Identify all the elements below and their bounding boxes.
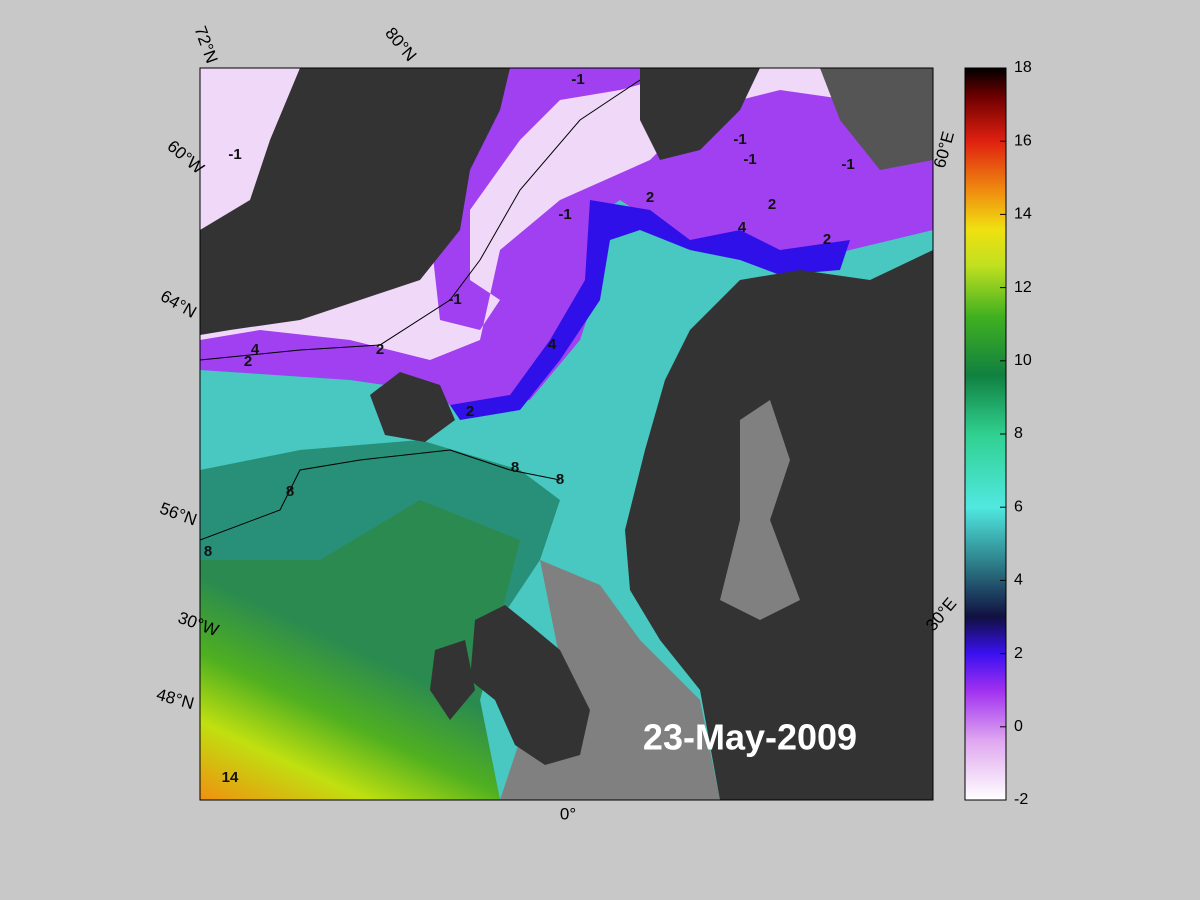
contour-line xyxy=(200,79,641,361)
land xyxy=(200,68,510,335)
contour-label: 4 xyxy=(738,219,747,236)
graticule-label: 80°N xyxy=(381,24,420,65)
land xyxy=(640,68,760,160)
contour-label: -1 xyxy=(448,291,461,308)
graticule-label: 64°N xyxy=(157,286,199,321)
colorbar-tick-label: 8 xyxy=(1014,425,1023,442)
graticule-label: 60°E xyxy=(930,129,958,170)
contour-label: 8 xyxy=(556,471,564,488)
contour-label: -1 xyxy=(571,71,584,88)
map xyxy=(200,68,933,800)
contour-label: -1 xyxy=(733,131,746,148)
colorbar-tick-label: 4 xyxy=(1014,572,1023,589)
map-frame xyxy=(199,67,934,801)
graticule-label: 0° xyxy=(560,804,576,823)
contour-label: 8 xyxy=(204,543,212,560)
contour-label: 8 xyxy=(286,483,294,500)
land xyxy=(430,640,475,720)
contour-label: 4 xyxy=(548,336,557,353)
contour-label: -1 xyxy=(228,146,241,163)
contour-label: -1 xyxy=(841,156,854,173)
ocean-zone xyxy=(450,200,850,420)
land xyxy=(625,250,933,800)
colorbar-tick-label: 14 xyxy=(1014,206,1032,223)
land xyxy=(820,68,933,170)
colorbar-tick-label: 10 xyxy=(1014,352,1032,369)
colorbar-tick-label: -2 xyxy=(1014,791,1028,808)
contour-label: 14 xyxy=(222,769,239,786)
colorbar-tick-label: 16 xyxy=(1014,132,1032,149)
contour-label: 2 xyxy=(376,341,384,358)
graticule-label: 48°N xyxy=(154,685,196,713)
contour-label: -1 xyxy=(743,151,756,168)
contour-line xyxy=(200,449,561,541)
sea xyxy=(720,400,800,620)
colorbar-tick-label: 18 xyxy=(1014,59,1032,76)
ocean-zone xyxy=(200,500,520,800)
land xyxy=(370,372,455,442)
contour-label: -1 xyxy=(558,206,571,223)
contour-label: 4 xyxy=(251,341,260,358)
contour-label: 2 xyxy=(244,353,252,370)
land xyxy=(470,605,590,765)
contour-label: 2 xyxy=(466,403,474,420)
graticule-label: 56°N xyxy=(157,499,199,530)
colorbar-tick-label: 6 xyxy=(1014,498,1023,515)
contour-label: 2 xyxy=(768,196,776,213)
contour-label: 2 xyxy=(823,231,831,248)
graticule-label: 72°N xyxy=(191,24,222,66)
date-label: 23-May-2009 xyxy=(643,717,857,758)
colorbar-tick-label: 2 xyxy=(1014,645,1023,662)
colorbar-tick-label: 12 xyxy=(1014,279,1032,296)
colorbar xyxy=(964,67,1007,801)
contour-label: 2 xyxy=(646,189,654,206)
contour-label: 8 xyxy=(511,459,519,476)
colorbar-tick-label: 0 xyxy=(1014,718,1023,735)
